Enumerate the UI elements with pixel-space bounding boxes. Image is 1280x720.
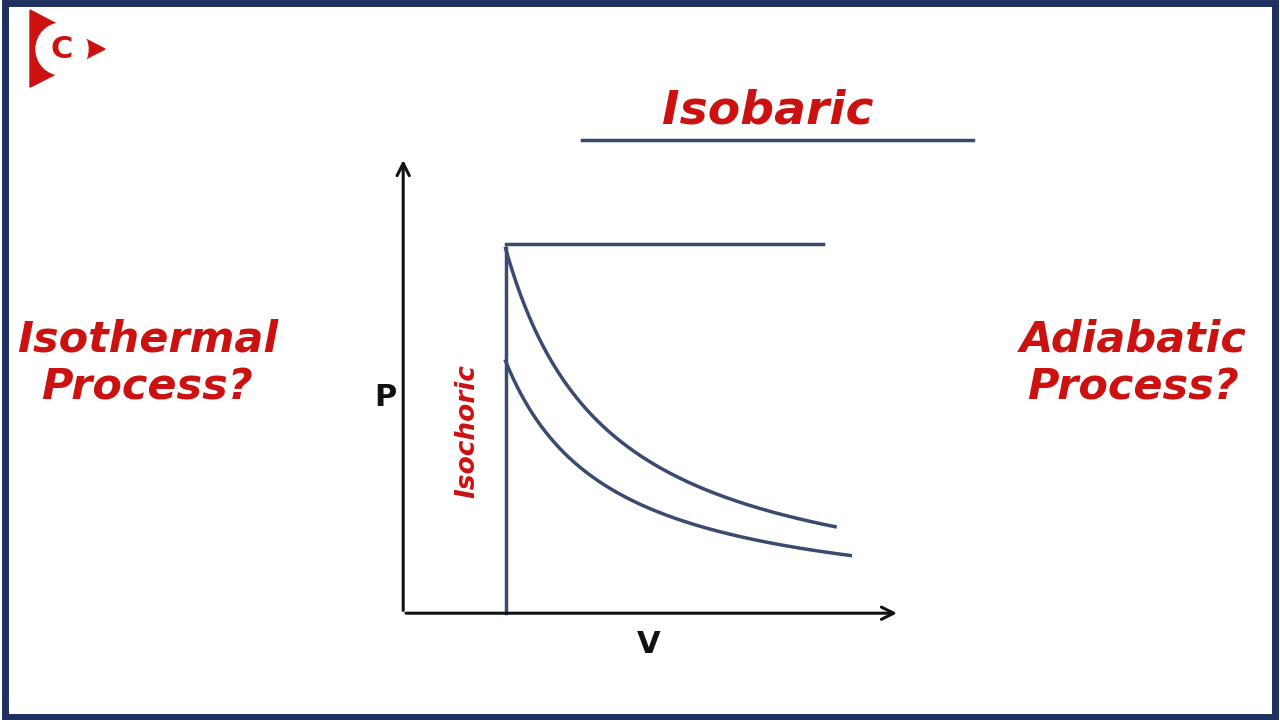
- Text: Thermodynamic Process: Thermodynamic Process: [120, 16, 1037, 83]
- Text: V: V: [637, 630, 660, 659]
- Polygon shape: [29, 10, 105, 87]
- Text: C: C: [51, 35, 73, 63]
- Text: Adiabatic
Process?: Adiabatic Process?: [1019, 318, 1247, 409]
- Text: Isochoric: Isochoric: [454, 364, 480, 498]
- Text: Isothermal
Process?: Isothermal Process?: [17, 318, 278, 409]
- Text: P: P: [374, 383, 397, 412]
- Text: Isobaric: Isobaric: [662, 89, 874, 133]
- Circle shape: [36, 23, 88, 75]
